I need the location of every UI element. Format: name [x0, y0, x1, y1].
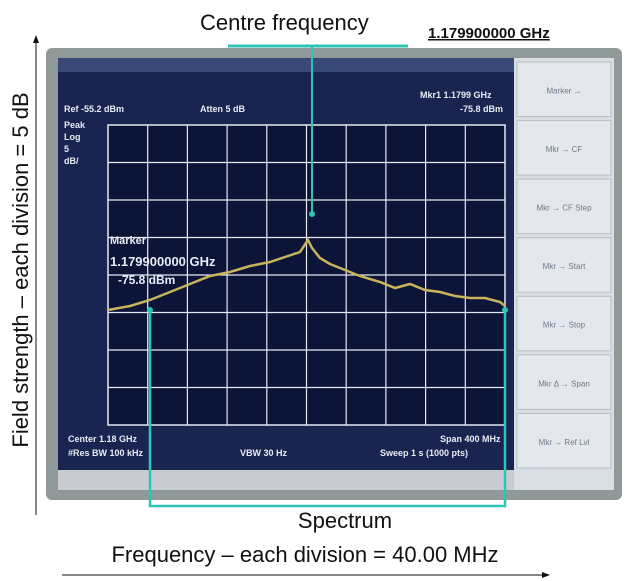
bracket-dot [147, 307, 153, 313]
bracket-dot [502, 307, 508, 313]
softkey-label: Mkr → Stop [543, 321, 586, 330]
scale-text: Peak [64, 120, 86, 130]
screen-footer [58, 470, 514, 490]
scale-text: Log [64, 132, 81, 142]
softkey-label: Mkr → CF Step [536, 204, 592, 213]
x-axis-label: Frequency – each division = 40.00 MHz [111, 542, 498, 567]
span: Span 400 MHz [440, 434, 501, 444]
marker-level: -75.8 dBm [118, 273, 175, 287]
marker-title: Marker [110, 235, 147, 247]
atten: Atten 5 dB [200, 104, 246, 114]
marker-readout-level: -75.8 dBm [460, 104, 503, 114]
scale-text: 5 [64, 144, 69, 154]
centre-frequency-label: Centre frequency [200, 10, 369, 35]
y-axis-label: Field strength – each division = 5 dB [8, 92, 33, 447]
spectrum-label: Spectrum [298, 508, 392, 533]
marker-readout: Mkr1 1.1799 GHz [420, 90, 492, 100]
softkey-label: Mkr → Start [543, 262, 586, 271]
vbw: VBW 30 Hz [240, 448, 288, 458]
sweep: Sweep 1 s (1000 pts) [380, 448, 468, 458]
softkey-label: Mkr Δ → Span [538, 379, 590, 388]
marker-freq: 1.179900000 GHz [110, 254, 216, 269]
center: Center 1.18 GHz [68, 434, 138, 444]
ref-level: Ref -55.2 dBm [64, 104, 124, 114]
softkeys: Marker → Mkr → CF Mkr → CF Step Mkr → Start… [517, 62, 611, 468]
y-arrow-head [33, 35, 39, 43]
figure: Marker → Mkr → CF Mkr → CF Step Mkr → Start… [0, 0, 630, 581]
softkey-label: Marker → [546, 86, 581, 95]
res-bw: #Res BW 100 kHz [68, 448, 144, 458]
screen-header [58, 58, 514, 72]
softkey-label: Mkr → Ref Lvl [539, 438, 590, 447]
softkey-label: Mkr → CF [546, 145, 583, 154]
centre-frequency-value: 1.179900000 GHz [428, 25, 550, 42]
scale-text: dB/ [64, 156, 79, 166]
x-arrow-head [542, 572, 550, 578]
centre-pointer-dot [309, 211, 315, 217]
